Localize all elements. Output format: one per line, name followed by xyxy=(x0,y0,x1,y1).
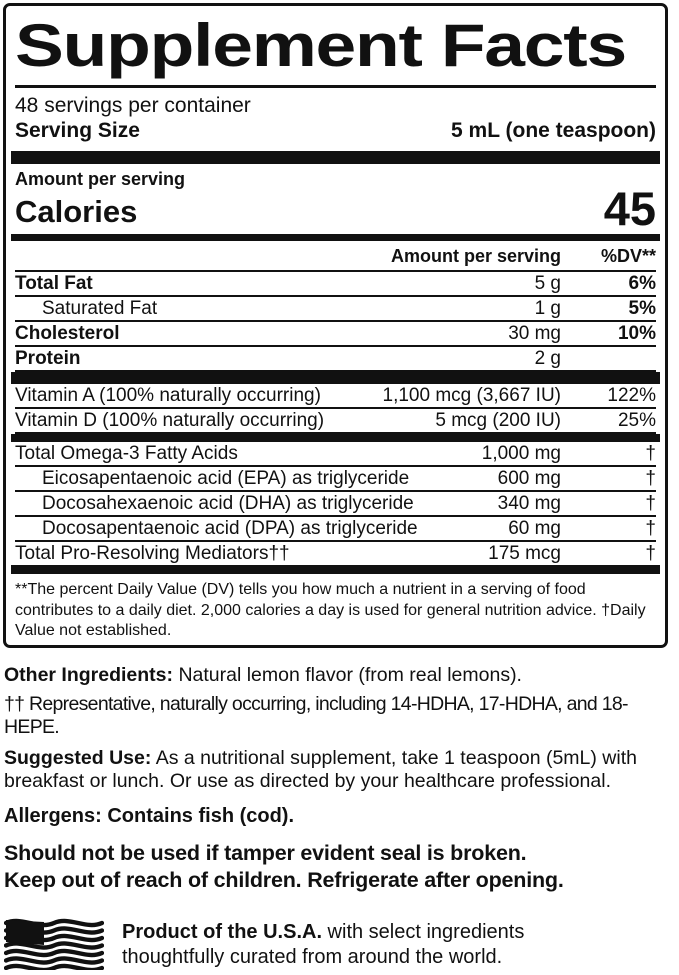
nutrient-dv: 10% xyxy=(617,323,656,344)
warning-line-2: Keep out of reach of children. Refrigera… xyxy=(4,868,564,892)
row-divider xyxy=(15,370,656,372)
allergens-note: Allergens: Contains fish (cod). xyxy=(4,805,295,827)
nutrient-dv: 6% xyxy=(628,273,656,294)
calories-row: Calories 45 xyxy=(15,182,656,235)
nutrient-name: Eicosapentaenoic acid (EPA) as triglycer… xyxy=(42,468,410,489)
serving-size-label: Serving Size xyxy=(15,119,140,142)
nutrient-amount: 340 mg xyxy=(497,493,561,514)
nutrient-name: Docosapentaenoic acid (DPA) as triglycer… xyxy=(42,518,418,539)
nutrient-amount: 1,100 mcg (3,667 IU) xyxy=(382,385,561,406)
nutrient-dv: 25% xyxy=(617,410,656,431)
table-row-total-fat: Total Fat 5 g 6% xyxy=(15,272,656,295)
table-row-cholesterol: Cholesterol 30 mg 10% xyxy=(15,322,656,345)
product-origin-text: Product of the U.S.A. with select ingred… xyxy=(122,920,577,970)
daily-value-footnote: **The percent Daily Value (DV) tells you… xyxy=(15,581,646,639)
amount-per-serving-label: Amount per serving xyxy=(15,169,186,189)
row-divider xyxy=(15,515,656,517)
nutrient-dv: 122% xyxy=(607,385,656,406)
nutrient-amount: 5 mcg (200 IU) xyxy=(435,410,561,431)
other-ingredients-text: Natural lemon flavor (from real lemons). xyxy=(173,664,522,686)
nutrient-name: Docosahexaenoic acid (DHA) as triglyceri… xyxy=(42,493,414,514)
nutrient-amount: 1 g xyxy=(534,298,561,319)
supplement-facts-panel: Supplement Facts 48 servings per contain… xyxy=(3,3,668,648)
nutrient-dv: 5% xyxy=(628,298,656,319)
column-headers: Amount per serving %DV** xyxy=(15,241,656,270)
nutrient-dv: † xyxy=(645,518,656,539)
nutrient-amount: 175 mcg xyxy=(488,543,561,564)
other-ingredients-label: Other Ingredients: xyxy=(4,664,174,686)
section-divider-bar xyxy=(11,565,660,574)
usa-flag-icon xyxy=(3,916,105,975)
nutrient-amount: 60 mg xyxy=(508,518,561,539)
table-row-protein: Protein 2 g xyxy=(15,347,656,370)
column-header-spacer xyxy=(15,246,391,266)
section-divider-bar xyxy=(11,434,660,442)
row-divider xyxy=(15,270,656,272)
representative-note: †† Representative, naturally occurring, … xyxy=(4,693,629,738)
table-row-total-omega-3: Total Omega-3 Fatty Acids 1,000 mg † xyxy=(15,442,656,465)
nutrient-amount: 30 mg xyxy=(508,323,561,344)
section-divider-bar xyxy=(11,234,660,241)
table-row-dha: Docosahexaenoic acid (DHA) as triglyceri… xyxy=(15,492,656,515)
nutrient-dv: † xyxy=(645,468,656,489)
nutrient-name: Total Omega-3 Fatty Acids xyxy=(15,443,238,464)
table-row-pro-resolving-mediators: Total Pro-Resolving Mediators†† 175 mcg … xyxy=(15,542,656,565)
table-row-saturated-fat: Saturated Fat 1 g 5% xyxy=(15,297,656,320)
product-origin-row: Product of the U.S.A. with select ingred… xyxy=(3,916,676,975)
suggested-use-label: Suggested Use: xyxy=(4,747,152,769)
row-divider xyxy=(15,432,656,434)
row-divider xyxy=(15,490,656,492)
row-divider xyxy=(15,295,656,297)
suggested-use-text: As a nutritional supplement, take 1 teas… xyxy=(4,747,637,792)
section-divider-bar xyxy=(11,372,660,384)
nutrient-name: Saturated Fat xyxy=(42,298,158,319)
table-row-epa: Eicosapentaenoic acid (EPA) as triglycer… xyxy=(15,467,656,490)
nutrient-dv: † xyxy=(645,543,656,564)
table-row-vitamin-d: Vitamin D (100% naturally occurring) 5 m… xyxy=(15,409,656,432)
nutrient-amount: 5 g xyxy=(534,273,561,294)
nutrient-name: Cholesterol xyxy=(15,323,120,344)
servings-per-container: 48 servings per container xyxy=(15,94,251,117)
nutrient-name: Vitamin A (100% naturally occurring) xyxy=(15,385,321,406)
nutrient-dv: † xyxy=(645,443,656,464)
nutrient-amount: 600 mg xyxy=(497,468,561,489)
nutrient-amount: 2 g xyxy=(534,348,561,369)
amount-column-header: Amount per serving xyxy=(390,246,561,266)
nutrient-dv: † xyxy=(645,493,656,514)
panel-title: Supplement Facts xyxy=(15,12,627,79)
warning-line-1: Should not be used if tamper evident sea… xyxy=(4,841,527,865)
nutrient-name: Total Pro-Resolving Mediators†† xyxy=(15,543,290,564)
warning-note: Should not be used if tamper evident sea… xyxy=(4,840,676,894)
row-divider xyxy=(15,407,656,409)
row-divider xyxy=(15,540,656,542)
nutrient-name: Vitamin D (100% naturally occurring) xyxy=(15,410,325,431)
dv-column-header: %DV** xyxy=(600,246,656,266)
row-divider xyxy=(15,465,656,467)
row-divider xyxy=(15,345,656,347)
calories-value: 45 xyxy=(603,182,656,235)
table-row-dpa: Docosapentaenoic acid (DPA) as triglycer… xyxy=(15,517,656,540)
nutrient-amount: 1,000 mg xyxy=(481,443,561,464)
serving-size-row: Serving Size 5 mL (one teaspoon) xyxy=(15,119,656,143)
nutrient-name: Total Fat xyxy=(15,273,93,294)
other-ingredients: Other Ingredients: Natural lemon flavor … xyxy=(4,664,676,687)
label-notes-section: Other Ingredients: Natural lemon flavor … xyxy=(3,657,676,975)
calories-label: Calories xyxy=(15,194,138,229)
serving-size-value: 5 mL (one teaspoon) xyxy=(451,119,656,142)
suggested-use: Suggested Use: As a nutritional suppleme… xyxy=(4,747,676,793)
product-origin-bold: Product of the U.S.A. xyxy=(122,921,322,943)
nutrient-name: Protein xyxy=(15,348,81,369)
section-divider-bar xyxy=(11,151,660,164)
row-divider xyxy=(15,320,656,322)
table-row-vitamin-a: Vitamin A (100% naturally occurring) 1,1… xyxy=(15,384,656,407)
title-divider xyxy=(15,85,656,88)
